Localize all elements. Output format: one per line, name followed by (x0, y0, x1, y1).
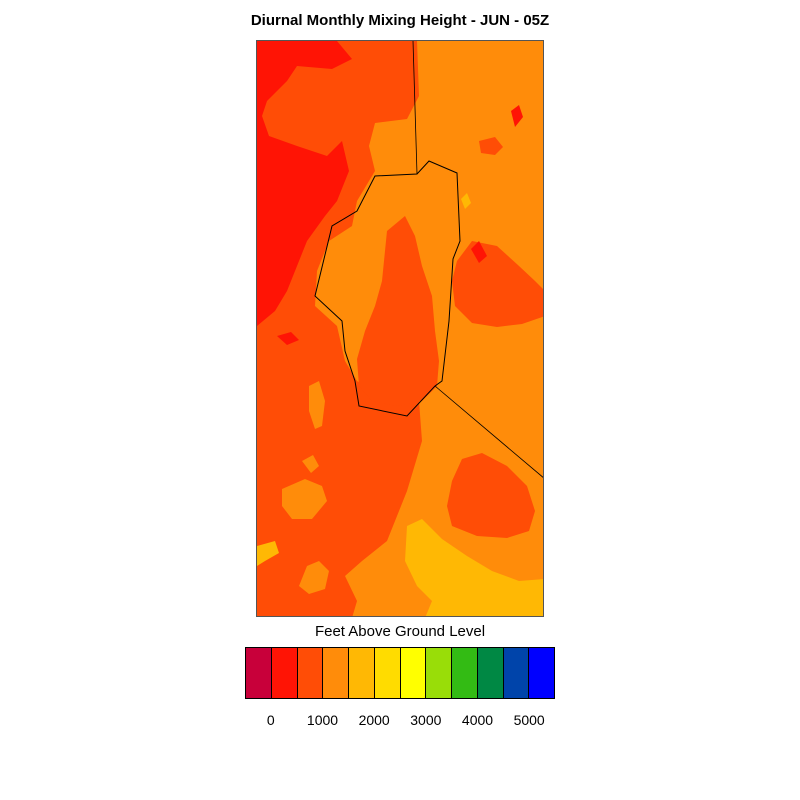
colorbar-swatch-0 (246, 648, 272, 698)
contour-map (257, 41, 543, 616)
contour-region-0-patch-a (277, 332, 299, 345)
colorbar-swatch-8 (452, 648, 478, 698)
colorbar-tick-label: 2000 (358, 712, 390, 728)
contour-region-1000-ne-patch (479, 137, 503, 155)
colorbar-label: Feet Above Ground Level (314, 623, 486, 640)
colorbar-swatch-5 (374, 648, 401, 698)
colorbar-tick-label: 5000 (513, 712, 545, 728)
contour-region-1000-central (357, 216, 439, 406)
county-boundary (314, 160, 461, 417)
contour-region-2000-pocket-c (309, 381, 325, 429)
map-title: Diurnal Monthly Mixing Height - JUN - 05… (250, 12, 550, 29)
colorbar-swatch-2 (297, 648, 324, 698)
map-plot-area (256, 40, 544, 617)
state-line-southeast (434, 385, 543, 478)
state-line-north (412, 41, 418, 175)
colorbar-swatch-3 (323, 648, 349, 698)
contour-region-0-patch-b (471, 241, 487, 263)
colorbar-tick-label: 0 (266, 712, 275, 728)
colorbar-swatch-7 (426, 648, 452, 698)
colorbar-swatch-10 (503, 648, 530, 698)
colorbar-swatch-11 (529, 648, 554, 698)
contour-region-2000-pocket-d (302, 455, 319, 473)
colorbar-tick-label: 3000 (410, 712, 442, 728)
contour-region-2000-pocket-b (299, 561, 329, 594)
contour-region-3000-sw (257, 541, 279, 566)
colorbar (245, 647, 555, 699)
contour-region-0-patch-c (511, 105, 523, 127)
colorbar-swatch-4 (349, 648, 375, 698)
colorbar-swatch-6 (400, 648, 427, 698)
contour-region-0-west (257, 41, 352, 326)
colorbar-swatch-9 (477, 648, 504, 698)
contour-region-3000-south (405, 519, 543, 616)
colorbar-tick-label: 1000 (306, 712, 339, 728)
contour-region-1000-east (452, 241, 543, 327)
contour-region-3000-nub (461, 193, 471, 209)
contour-region-1000-southeast (447, 453, 535, 538)
colorbar-swatch-1 (271, 648, 298, 698)
colorbar-tick-label: 4000 (461, 712, 494, 728)
contour-region-2000-pocket-a (282, 479, 327, 519)
